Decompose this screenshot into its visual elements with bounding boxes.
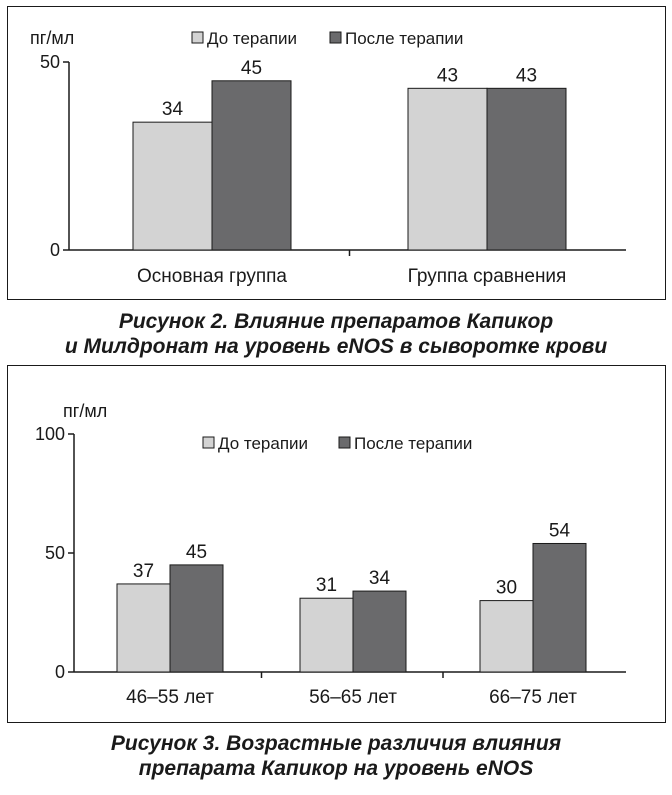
chart-2-y-tick-label: 50 — [45, 543, 65, 563]
chart-1-bar-value-label: 34 — [162, 99, 184, 120]
chart-2-bar-value-label: 31 — [316, 575, 337, 596]
chart-1-caption-line-2: и Милдронат на уровень eNOS в сыворотке … — [64, 335, 608, 358]
chart-2-bar-before — [116, 583, 171, 673]
chart-2-bar-value-label: 45 — [186, 542, 207, 563]
chart-1-bar-before — [407, 87, 488, 251]
chart-1-category-label: Группа сравнения — [408, 266, 567, 287]
chart-2-bar-before — [299, 597, 354, 673]
chart-2-legend-label-after: После терапии — [354, 434, 472, 453]
chart-2-bar-before — [479, 600, 534, 673]
chart-2-bar-after — [169, 564, 224, 673]
chart-1-bar-value-label: 45 — [241, 58, 262, 79]
chart-1-y-axis-unit: пг/мл — [30, 28, 74, 48]
chart-2-caption: Рисунок 3. Возрастные различия влияния п… — [0, 731, 672, 781]
chart-1-legend-label-after: После терапии — [345, 29, 463, 48]
chart-2-bar-value-label: 54 — [549, 520, 571, 541]
chart-1-bar-value-label: 43 — [437, 65, 458, 86]
chart-2-category-label: 46–55 лет — [126, 687, 214, 708]
chart-2-bar-value-label: 34 — [369, 568, 391, 589]
chart-2-legend-label-before: До терапии — [218, 434, 308, 453]
chart-2-y-tick-label: 100 — [35, 424, 65, 444]
chart-2-legend-swatch-before — [202, 436, 215, 449]
chart-1-legend-swatch-after — [329, 31, 342, 44]
chart-1-bar-after — [486, 87, 567, 251]
chart-1-y-tick-label: 50 — [40, 52, 60, 72]
chart-2-category-label: 66–75 лет — [489, 687, 577, 708]
chart-1-category-label: Основная группа — [137, 266, 287, 287]
chart-2-y-axis-unit: пг/мл — [63, 401, 107, 421]
chart-1-bar-before — [132, 121, 213, 251]
chart-1-bar-after — [211, 80, 292, 251]
chart-1-legend-swatch-before — [191, 31, 204, 44]
chart-1-legend-label-before: До терапии — [207, 29, 297, 48]
chart-2-caption-line-1: Рисунок 3. Возрастные различия влияния — [110, 732, 562, 755]
chart-1-caption: Рисунок 2. Влияние препаратов Капикор и … — [0, 309, 672, 359]
chart-2-category-label: 56–65 лет — [309, 687, 397, 708]
chart-2-bar-value-label: 30 — [496, 578, 517, 599]
chart-2-bar-value-label: 37 — [133, 561, 154, 582]
chart-2-legend-swatch-after — [338, 436, 351, 449]
chart-2-bar-after — [352, 590, 407, 673]
chart-2-caption-line-2: препарата Капикор на уровень eNOS — [138, 757, 534, 780]
chart-2-bar-after — [532, 542, 587, 673]
chart-1-caption-line-1: Рисунок 2. Влияние препаратов Капикор — [118, 310, 554, 333]
chart-1-y-tick-label: 0 — [50, 240, 60, 260]
chart-1-bar-value-label: 43 — [516, 65, 537, 86]
chart-2-y-tick-label: 0 — [55, 662, 65, 682]
